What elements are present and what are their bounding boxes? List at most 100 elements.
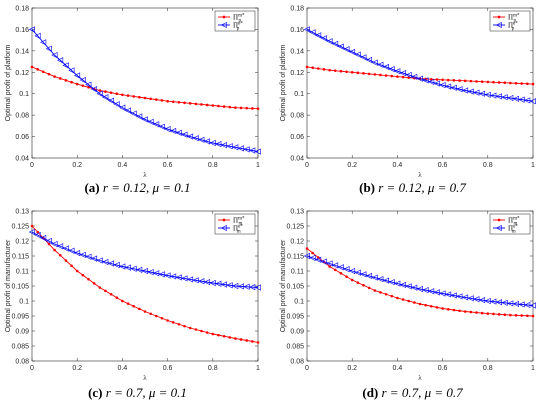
data-point (475, 80, 478, 83)
data-point (405, 71, 412, 79)
data-point (251, 107, 254, 110)
data-point (58, 253, 62, 257)
y-tick-label: 0.115 (287, 254, 304, 261)
data-point (64, 79, 68, 82)
data-point (70, 264, 73, 268)
data-point (138, 95, 141, 99)
data-point (326, 38, 333, 45)
data-point (130, 110, 137, 117)
data-point (305, 65, 309, 69)
data-point (354, 269, 361, 276)
legend-marker (495, 22, 502, 28)
data-point (469, 310, 473, 314)
data-point (56, 57, 64, 64)
data-point (365, 56, 373, 64)
data-point (239, 338, 243, 341)
data-point (456, 86, 463, 93)
data-point (413, 301, 416, 304)
data-point (503, 313, 507, 317)
x-tick-label: 0 (305, 162, 309, 169)
data-point (256, 341, 260, 344)
data-point (90, 255, 98, 262)
data-point (53, 248, 56, 252)
y-tick-label: 0.11 (16, 269, 29, 276)
data-point (102, 258, 109, 266)
data-point (160, 316, 164, 320)
data-point (90, 86, 98, 93)
data-point (514, 81, 518, 85)
data-point (328, 265, 331, 268)
data-point (430, 304, 433, 308)
data-point (132, 95, 135, 98)
legend-label: Πm* p (508, 14, 520, 24)
data-point (237, 283, 244, 290)
data-point (388, 279, 395, 286)
data-point (458, 309, 461, 313)
data-point (384, 74, 388, 77)
plot-area (306, 210, 534, 362)
y-tick-label: 0.1 (19, 299, 29, 306)
data-point (254, 148, 261, 155)
y-tick-label: 0.125 (11, 224, 29, 231)
data-point (124, 107, 131, 114)
data-point (458, 79, 461, 82)
data-point (164, 272, 171, 279)
data-point (222, 105, 226, 108)
data-point (315, 256, 322, 263)
data-point (143, 96, 147, 100)
data-point (367, 286, 371, 290)
data-point (407, 299, 410, 303)
data-point (490, 92, 497, 99)
y-axis-label: Optimal profit of manufacturer (280, 239, 287, 332)
data-point (64, 259, 68, 262)
data-point (390, 74, 394, 78)
data-point (30, 224, 34, 228)
y-tick-label: 0.095 (286, 314, 304, 321)
data-point (531, 314, 535, 318)
data-point (529, 302, 536, 309)
data-point (153, 121, 160, 128)
y-tick-label: 0.085 (11, 344, 29, 351)
y-tick-label: 0.04 (290, 156, 304, 163)
data-point (47, 242, 51, 246)
data-point (192, 277, 199, 284)
line-chart-d: 0 0.2 0.4 0.6 0.8 1 0.08 0.085 0.09 0.095 0.1 0.105… (280, 209, 536, 382)
caption-d: (d) r = 0.7, μ = 0.7 (275, 385, 550, 401)
caption-tag: (b) (359, 180, 375, 195)
data-point (343, 266, 350, 273)
data-point (158, 271, 165, 278)
caption-b: (b) r = 0.12, μ = 0.7 (275, 180, 550, 196)
legend-box (489, 10, 531, 32)
data-point (177, 322, 181, 326)
data-point (222, 334, 226, 338)
data-point (439, 82, 446, 89)
data-point (396, 296, 399, 300)
data-point (322, 68, 326, 71)
data-point (109, 292, 113, 296)
data-point (337, 43, 344, 50)
data-point (121, 299, 124, 303)
data-point (175, 129, 182, 136)
data-point (198, 136, 205, 143)
data-point (119, 104, 126, 111)
line-chart-a: 0 0.2 0.4 0.6 0.8 1 0.04 0.06 0.08 0.1 0.12 0.14 0.1… (5, 6, 261, 179)
data-point (226, 143, 233, 150)
data-point (198, 278, 205, 285)
data-point (175, 274, 182, 281)
data-point (401, 298, 405, 301)
data-point (158, 123, 165, 130)
data-point (503, 81, 507, 85)
caption-tag: (a) (84, 180, 100, 195)
y-tick-label: 0.13 (290, 209, 304, 216)
data-point (373, 73, 377, 76)
data-point (501, 299, 508, 306)
data-point (401, 75, 405, 79)
data-point (418, 302, 422, 306)
data-point (315, 32, 322, 39)
data-point (243, 283, 250, 290)
data-point (171, 100, 175, 104)
data-point (209, 279, 216, 287)
y-tick-label: 0.06 (15, 134, 29, 141)
data-point (149, 97, 152, 101)
data-point (379, 291, 382, 294)
